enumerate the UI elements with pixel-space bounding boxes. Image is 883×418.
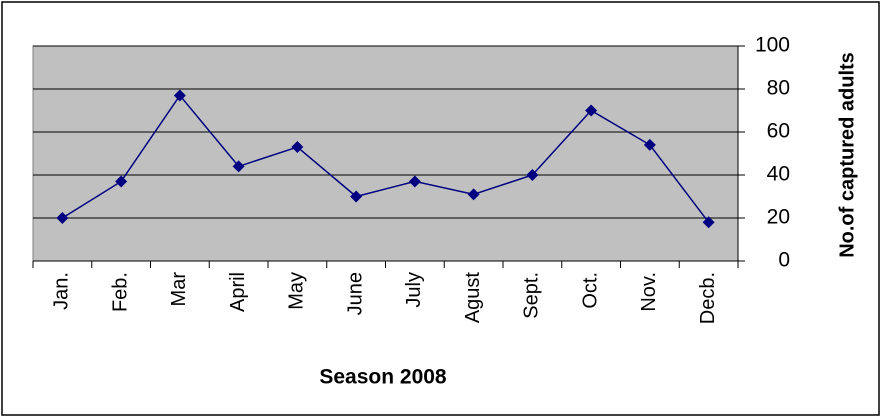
x-tick-label: June <box>344 272 366 315</box>
x-tick-label: Nov. <box>638 272 660 312</box>
y-tick-label: 60 <box>767 120 790 143</box>
x-tick-label: Mar <box>168 272 190 307</box>
data-point <box>350 190 363 203</box>
data-point <box>291 141 304 154</box>
data-point <box>56 212 69 224</box>
x-tick-label: Jan. <box>51 272 73 310</box>
x-tick-label: Feb. <box>109 272 131 312</box>
data-line <box>61 94 710 223</box>
data-point <box>702 216 715 229</box>
x-tick-label: Sept. <box>521 272 543 319</box>
data-point <box>115 175 128 188</box>
x-tick-label: April <box>227 272 249 312</box>
y-tick-label: 0 <box>778 249 790 272</box>
data-point <box>585 104 598 117</box>
x-tick-label: May <box>286 272 308 310</box>
y-tick-label: 40 <box>767 163 790 186</box>
y-tick-label: 100 <box>755 34 790 57</box>
data-point <box>232 160 245 173</box>
data-point <box>643 138 656 151</box>
data-point <box>408 175 421 188</box>
y-axis-title: No.of captured adults <box>836 52 858 258</box>
y-tick-label: 80 <box>767 77 790 100</box>
data-point <box>467 188 480 201</box>
x-tick-label: Oct. <box>579 272 601 309</box>
x-tick-label: Agust <box>462 272 484 324</box>
y-tick-label: 20 <box>767 206 790 229</box>
x-tick-label: Decb. <box>697 272 719 324</box>
data-point <box>173 89 186 102</box>
plot-area <box>32 45 739 262</box>
x-axis-title: Season 2008 <box>319 366 447 389</box>
x-tick-label: July <box>403 272 425 308</box>
data-point <box>526 169 539 181</box>
